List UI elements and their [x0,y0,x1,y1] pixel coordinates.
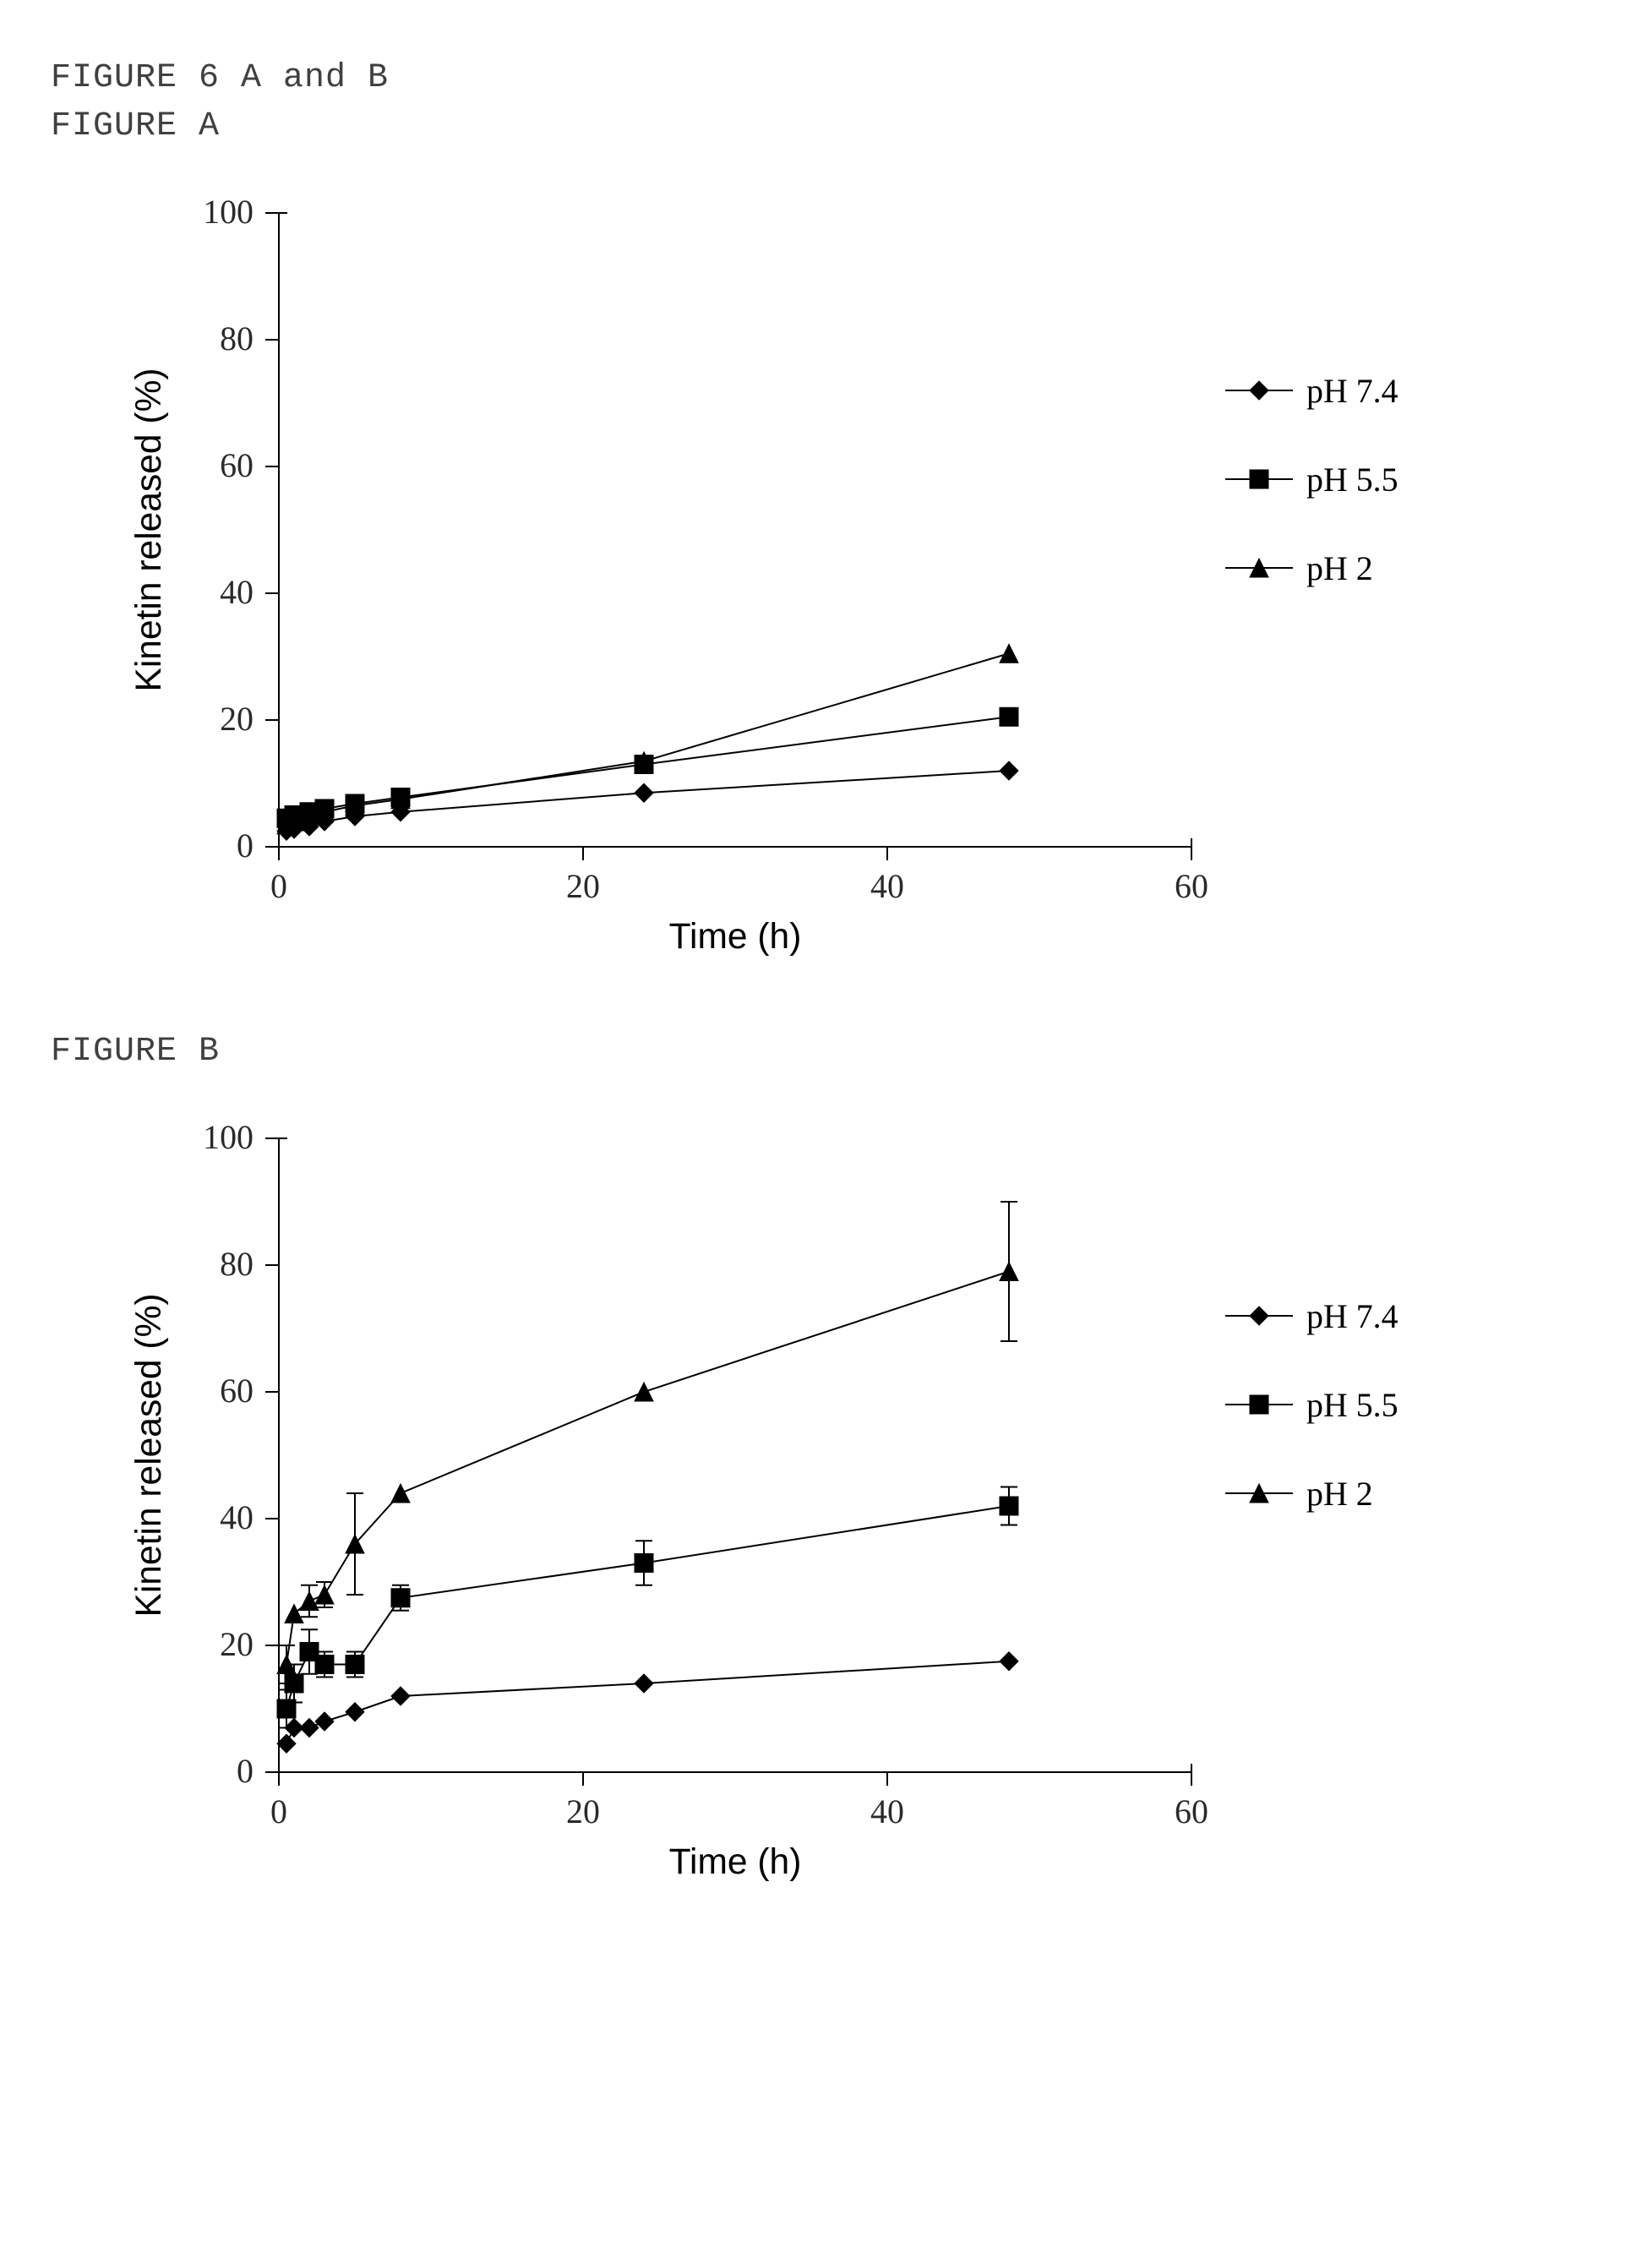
marker-triangle [300,1592,319,1611]
y-axis-label: Kinetin released (%) [128,1293,169,1617]
marker-diamond [346,1703,364,1721]
x-tick-label: 60 [1175,867,1208,905]
legend-marker-square [1250,470,1268,488]
legend-marker-diamond [1250,1307,1268,1325]
series-line [286,1661,1009,1744]
y-axis-label: Kinetin released (%) [128,368,169,691]
y-tick-label: 0 [237,826,254,865]
y-tick-label: 40 [220,573,254,611]
x-axis-label: Time (h) [669,1841,802,1882]
marker-diamond [1000,761,1018,780]
y-tick-label: 40 [220,1498,254,1536]
marker-triangle [391,1484,410,1503]
y-tick-label: 80 [220,1245,254,1283]
x-tick-label: 60 [1175,1792,1208,1830]
figure-b-caption: FIGURE B [51,1033,1601,1071]
x-tick-label: 40 [870,1792,904,1830]
legend-label: pH 5.5 [1306,461,1398,499]
marker-diamond [635,783,653,802]
marker-triangle [635,1383,653,1401]
legend-label: pH 5.5 [1306,1386,1398,1424]
marker-diamond [635,1674,653,1693]
y-tick-label: 20 [220,700,254,738]
chart-a-container: 0 20 40 60 80 100 0 20 40 60 Time (h) Kinetin relea… [51,162,1601,965]
y-tick-label: 80 [220,319,254,357]
x-tick-label: 20 [566,1792,600,1830]
y-tick-label: 20 [220,1625,254,1663]
x-tick-label: 20 [566,867,600,905]
x-tick-label: 40 [870,867,904,905]
legend-label: pH 7.4 [1306,372,1398,410]
legend-label: pH 7.4 [1306,1297,1398,1335]
marker-square [391,1589,410,1607]
y-tick-label: 60 [220,1372,254,1410]
legend-marker-diamond [1250,381,1268,400]
y-tick-label: 60 [220,446,254,484]
x-axis-label: Time (h) [669,916,802,957]
marker-diamond [1000,1652,1018,1671]
chart-b-container: 0 20 40 60 80 100 0 20 40 60 Time (h) Kinetin relea… [51,1088,1601,1890]
chart-b: 0 20 40 60 80 100 0 20 40 60 Time (h) Kinetin relea… [51,1088,1529,1890]
chart-a: 0 20 40 60 80 100 0 20 40 60 Time (h) Kinetin relea… [51,162,1529,965]
marker-square [315,1656,334,1674]
marker-square [635,1554,653,1573]
marker-square [1000,707,1018,726]
figure-main-caption: FIGURE 6 A and B [51,59,1601,97]
marker-diamond [391,1687,410,1705]
y-tick-label: 100 [203,193,254,231]
marker-triangle [315,1585,334,1604]
marker-triangle [1000,644,1018,663]
x-tick-label: 0 [270,867,287,905]
marker-square [1000,1497,1018,1515]
marker-triangle [1000,1263,1018,1281]
legend-label: pH 2 [1306,1475,1373,1513]
x-tick-label: 0 [270,1792,287,1830]
legend-marker-square [1250,1395,1268,1414]
page: FIGURE 6 A and B FIGURE A 0 20 40 60 80 100 0 2… [0,0,1652,2264]
y-tick-label: 100 [203,1118,254,1156]
y-tick-label: 0 [237,1752,254,1790]
legend-label: pH 2 [1306,549,1373,587]
marker-square [346,1656,364,1674]
figure-a-caption: FIGURE A [51,107,1601,145]
marker-diamond [277,1734,296,1753]
